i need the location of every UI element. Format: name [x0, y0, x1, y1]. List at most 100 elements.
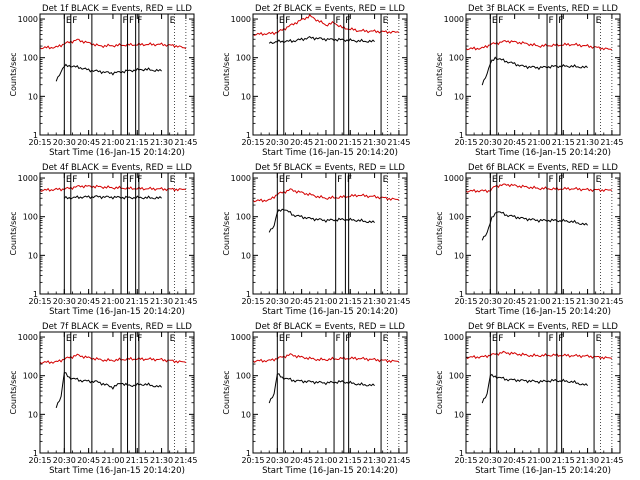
x-tick-label: 21:15: [126, 138, 149, 147]
y-tick-label: 1: [459, 290, 464, 299]
y-axis-label: Counts/sec: [222, 211, 231, 255]
y-tick-label: 10: [28, 251, 38, 260]
x-tick-label: 21:45: [387, 138, 410, 147]
marker-label: E: [279, 175, 285, 185]
marker-label: E: [170, 175, 176, 185]
chart-title: Det 7f BLACK = Events, RED = LLD: [42, 322, 192, 332]
x-tick-label: 20:15: [454, 138, 477, 147]
marker-label: E: [492, 16, 498, 26]
x-tick-label: 21:00: [101, 297, 124, 306]
series-line-events: [268, 373, 375, 404]
y-tick-label: 1: [246, 131, 251, 140]
y-axis-label: Counts/sec: [435, 52, 444, 96]
y-tick-label: 1: [246, 449, 251, 458]
marker-label: F: [345, 334, 350, 344]
x-axis-label: Start Time (16-Jan-15 20:14:20): [49, 466, 185, 476]
x-tick-label: 21:00: [314, 456, 337, 465]
marker-label: F: [137, 334, 142, 344]
marker-label: F: [549, 334, 554, 344]
x-axis-label: Start Time (16-Jan-15 20:14:20): [262, 307, 398, 317]
marker-label: E: [66, 175, 72, 185]
x-tick-label: 21:15: [552, 138, 575, 147]
y-tick-label: 100: [23, 213, 38, 222]
x-tick-label: 20:45: [77, 456, 100, 465]
y-tick-label: 10: [28, 410, 38, 419]
chart-title: Det 1f BLACK = Events, RED = LLD: [42, 4, 192, 14]
plot-frame: [39, 331, 195, 454]
series-line-events: [481, 373, 588, 404]
y-axis-label: Counts/sec: [9, 52, 18, 96]
plot-frame: [465, 331, 621, 454]
marker-label: E: [492, 334, 498, 344]
x-tick-label: 20:30: [266, 138, 289, 147]
x-tick-label: 20:15: [454, 297, 477, 306]
x-tick-label: 21:00: [527, 456, 550, 465]
series-line-lld: [465, 183, 613, 194]
marker-label: F: [129, 16, 134, 26]
series-line-events: [481, 211, 588, 241]
series-line-events: [481, 56, 588, 86]
x-tick-label: 20:15: [241, 456, 264, 465]
marker-label: F: [347, 175, 352, 185]
x-tick-label: 21:00: [314, 138, 337, 147]
marker-label: F: [558, 16, 563, 26]
marker-label: F: [558, 334, 563, 344]
x-tick-label: 20:45: [503, 297, 526, 306]
plot-frame: [39, 13, 195, 136]
marker-label: E: [170, 16, 176, 26]
x-tick-label: 20:15: [454, 456, 477, 465]
y-tick-label: 10: [454, 92, 464, 101]
marker-label: F: [558, 175, 563, 185]
y-tick-label: 1: [459, 449, 464, 458]
y-tick-label: 100: [449, 213, 464, 222]
marker-label: F: [549, 16, 554, 26]
y-tick-label: 100: [23, 372, 38, 381]
y-axis-label: Counts/sec: [222, 370, 231, 414]
plot-frame: [39, 172, 195, 295]
x-tick-label: 21:30: [150, 297, 173, 306]
x-tick-label: 20:45: [290, 138, 313, 147]
marker-label: F: [129, 334, 134, 344]
marker-label: F: [549, 175, 554, 185]
x-tick-label: 21:45: [387, 297, 410, 306]
marker-label: E: [170, 334, 176, 344]
x-axis-label: Start Time (16-Jan-15 20:14:20): [49, 307, 185, 317]
x-tick-label: 20:15: [241, 138, 264, 147]
series-line-events: [55, 372, 162, 409]
x-tick-label: 21:15: [339, 456, 362, 465]
y-tick-label: 10: [241, 92, 251, 101]
series-line-lld: [39, 353, 187, 365]
x-tick-label: 20:15: [28, 138, 51, 147]
marker-label: F: [337, 175, 342, 185]
series-line-lld: [465, 350, 613, 360]
series-line-lld: [465, 39, 613, 51]
y-axis-label: Counts/sec: [435, 211, 444, 255]
x-tick-label: 21:00: [527, 297, 550, 306]
x-tick-label: 21:00: [101, 456, 124, 465]
chart-title: Det 6f BLACK = Events, RED = LLD: [468, 163, 618, 173]
y-tick-label: 1000: [444, 333, 464, 342]
x-tick-label: 20:45: [77, 138, 100, 147]
series-line-lld: [39, 184, 187, 192]
x-tick-label: 20:30: [266, 297, 289, 306]
x-tick-label: 20:30: [53, 138, 76, 147]
x-axis-label: Start Time (16-Jan-15 20:14:20): [262, 466, 398, 476]
y-tick-label: 1000: [18, 15, 38, 24]
x-tick-label: 20:45: [290, 297, 313, 306]
series-line-events: [268, 35, 375, 44]
y-tick-label: 100: [236, 372, 251, 381]
y-tick-label: 10: [241, 410, 251, 419]
marker-label: F: [123, 175, 128, 185]
plot-frame: [252, 331, 408, 454]
y-tick-label: 1: [33, 290, 38, 299]
marker-label: E: [279, 16, 285, 26]
x-tick-label: 21:30: [363, 297, 386, 306]
x-tick-label: 21:00: [101, 138, 124, 147]
marker-label: F: [285, 334, 290, 344]
x-tick-label: 21:30: [576, 456, 599, 465]
